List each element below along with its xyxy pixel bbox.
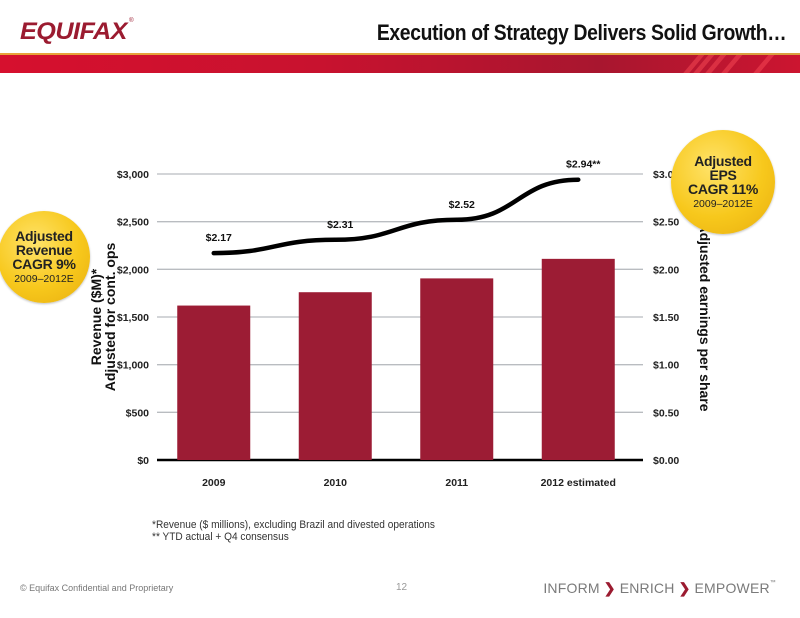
chevron-right-icon: ❯ [603, 580, 616, 596]
badge-line: CAGR 11% [688, 180, 758, 197]
x-tick-label: 2010 [324, 477, 348, 489]
eps-data-label: $2.31 [327, 219, 353, 231]
badge-line: Revenue [15, 241, 73, 258]
revenue-cagr-badge: Adjusted Revenue CAGR 9% 2009–2012E [0, 211, 90, 303]
tagline-enrich: ENRICH [619, 580, 675, 596]
revenue-bars [177, 258, 615, 460]
slide-title: Execution of Strategy Delivers Solid Gro… [376, 20, 787, 45]
eps-data-label: $2.94** [566, 159, 601, 171]
badge-years: 2009–2012E [693, 197, 753, 210]
right-tick-label: $1.00 [653, 360, 679, 372]
page-number: 12 [396, 582, 408, 593]
x-tick-label: 2009 [202, 477, 226, 489]
right-tick-label: $0.50 [653, 407, 679, 419]
footnote-eps: ** YTD actual + Q4 consensus [152, 531, 289, 543]
left-tick-label: $1,500 [117, 312, 149, 324]
revenue-bar [177, 305, 251, 460]
eps-line [211, 177, 581, 256]
right-tick-label: $2.00 [653, 264, 679, 276]
footnote-revenue: *Revenue ($ millions), excluding Brazil … [152, 519, 435, 531]
eps-data-label: $2.52 [449, 199, 475, 211]
eps-line-group: $2.17 $2.31 $2.52 $2.94** [206, 159, 601, 256]
confidential-notice: © Equifax Confidential and Proprietary [20, 583, 174, 593]
badge-line: CAGR 9% [12, 255, 76, 272]
badge-line: Adjusted [15, 227, 73, 244]
right-axis-title: Adjusted earnings per share [697, 222, 713, 411]
badge-line: EPS [709, 166, 737, 183]
right-tick-label: $1.50 [653, 312, 679, 324]
registered-mark: ® [129, 18, 134, 24]
header-band [0, 55, 800, 73]
equifax-logo: EQUIFAX ® [20, 18, 134, 46]
revenue-bar [298, 292, 372, 460]
x-tick-label: 2011 [445, 477, 468, 489]
right-tick-label: $0.00 [653, 455, 679, 467]
badge-years: 2009–2012E [14, 272, 74, 285]
left-tick-label: $3,000 [117, 169, 149, 181]
logo-text: EQUIFAX [20, 18, 127, 45]
x-axis-labels: 2009 2010 2011 2012 estimated [202, 477, 616, 489]
tagline-inform: INFORM [543, 580, 600, 596]
tagline: INFORM ❯ ENRICH ❯ EMPOWER™ [543, 580, 776, 597]
header-accent-line [0, 53, 800, 55]
eps-data-label: $2.17 [206, 232, 232, 244]
left-tick-label: $2,500 [117, 217, 149, 229]
left-axis-title-line1: Revenue ($M)* [88, 268, 104, 365]
revenue-bar [420, 278, 494, 460]
tagline-empower: EMPOWER [694, 580, 770, 596]
left-tick-label: $2,000 [117, 264, 149, 276]
revenue-bar [541, 258, 615, 460]
left-tick-label: $1,000 [117, 360, 149, 372]
right-tick-label: $2.50 [653, 217, 679, 229]
left-tick-label: $500 [126, 407, 150, 419]
trademark-mark: ™ [769, 580, 776, 586]
left-tick-label: $0 [137, 455, 149, 467]
chevron-right-icon: ❯ [678, 580, 691, 596]
eps-cagr-badge: Adjusted EPS CAGR 11% 2009–2012E [671, 130, 775, 234]
left-axis-ticks: $0 $500 $1,000 $1,500 $2,000 $2,500 $3,000 [117, 169, 149, 467]
x-tick-label: 2012 estimated [541, 477, 616, 489]
left-axis-title-line2: Adjusted for cont. ops [102, 243, 118, 392]
badge-line: Adjusted [694, 152, 752, 169]
right-axis-ticks: $0.00$0.50$1.00$1.50$2.00$2.50$3.00 [653, 169, 679, 467]
